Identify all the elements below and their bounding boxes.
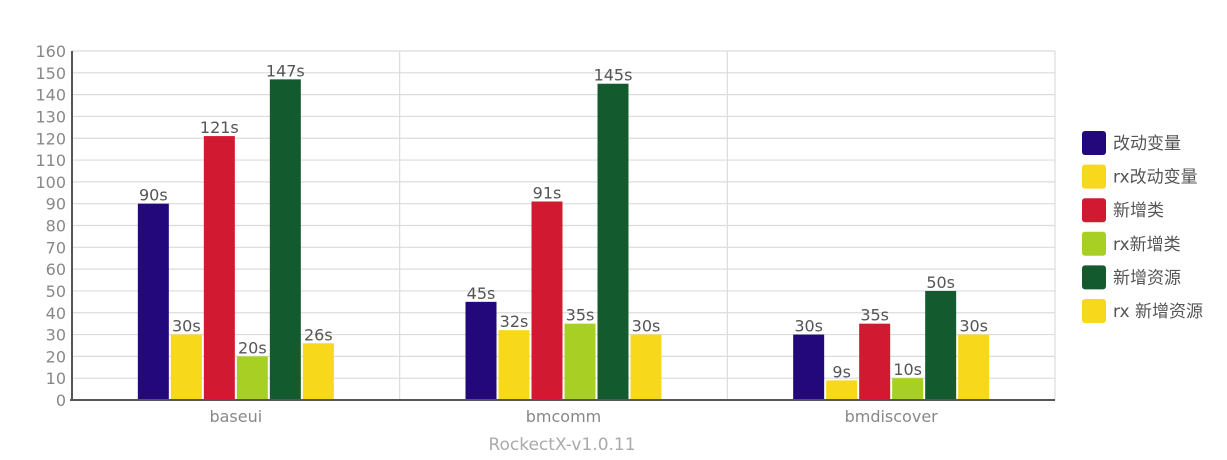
data-label: 30s — [794, 317, 823, 336]
legend-swatch — [1082, 299, 1106, 323]
legend-label: rx改动变量 — [1113, 168, 1198, 188]
bar — [531, 201, 563, 400]
y-tick-label: 90 — [46, 195, 66, 214]
data-label: 32s — [500, 312, 529, 331]
legend-item[interactable]: rx改动变量 — [1082, 164, 1198, 189]
legend-item[interactable]: rx 新增资源 — [1082, 299, 1203, 323]
data-label: 91s — [533, 184, 562, 203]
y-tick-label: 100 — [35, 173, 66, 192]
x-tick-label: bmcomm — [526, 407, 602, 426]
y-tick-label: 160 — [35, 42, 66, 61]
x-tick-label: baseui — [209, 407, 262, 426]
bar — [958, 334, 990, 400]
bar — [597, 83, 629, 400]
y-tick-label: 120 — [35, 129, 66, 148]
data-label: 26s — [304, 325, 333, 344]
bar — [826, 380, 858, 400]
data-label: 10s — [893, 360, 922, 379]
legend-item[interactable]: 改动变量 — [1082, 131, 1181, 155]
y-tick-label: 140 — [35, 86, 66, 105]
data-label: 121s — [200, 118, 239, 137]
bar — [170, 334, 202, 400]
data-label: 145s — [594, 66, 633, 85]
data-label: 90s — [139, 186, 168, 205]
bar — [137, 203, 169, 400]
x-tick-label: bmdiscover — [845, 407, 939, 426]
bar — [564, 323, 596, 400]
data-label: 147s — [266, 61, 305, 80]
data-label: 30s — [959, 317, 988, 336]
legend-label: 新增类 — [1113, 201, 1164, 221]
legend-item[interactable]: 新增资源 — [1082, 265, 1181, 290]
grid — [72, 50, 1056, 400]
y-tick-label: 110 — [35, 151, 66, 170]
bars — [137, 79, 990, 400]
bar — [793, 334, 825, 400]
legend-swatch — [1082, 164, 1106, 189]
data-label: 30s — [172, 317, 201, 336]
legend-swatch — [1082, 131, 1106, 155]
y-tick-label: 10 — [46, 369, 66, 388]
y-tick-label: 20 — [46, 347, 66, 366]
bar — [498, 330, 530, 400]
x-axis-title: RockectX-v1.0.11 — [488, 435, 635, 455]
data-label: 20s — [238, 338, 267, 357]
bar — [269, 79, 301, 400]
data-label: 50s — [926, 273, 955, 292]
data-label: 9s — [832, 362, 851, 381]
axes: 0 10 20 30 40 50 60 70 80 90 100 110 120 130 140 150 160… — [35, 42, 1055, 426]
y-tick-label: 50 — [46, 282, 66, 301]
bar — [892, 378, 924, 400]
bar — [630, 334, 662, 400]
y-tick-label: 30 — [46, 326, 66, 345]
legend-item[interactable]: rx新增类 — [1082, 231, 1181, 256]
legend-swatch — [1082, 231, 1106, 256]
legend-label: rx新增类 — [1113, 235, 1181, 255]
y-tick-label: 70 — [46, 238, 66, 257]
y-tick-label: 60 — [46, 260, 66, 279]
legend-label: rx 新增资源 — [1113, 302, 1203, 322]
legend-label: 新增资源 — [1113, 268, 1181, 288]
data-label: 35s — [566, 306, 595, 325]
y-tick-label: 0 — [56, 391, 66, 410]
bar — [236, 356, 268, 400]
bar — [302, 343, 334, 400]
bar — [925, 290, 957, 400]
y-tick-label: 130 — [35, 107, 66, 126]
legend-swatch — [1082, 198, 1106, 223]
data-label: 30s — [632, 317, 661, 336]
legend-swatch — [1082, 265, 1106, 290]
bar — [465, 301, 497, 400]
y-tick-label: 150 — [35, 64, 66, 83]
y-tick-label: 40 — [46, 304, 66, 323]
data-label: 35s — [860, 306, 889, 325]
bar — [859, 323, 891, 400]
legend-label: 改动变量 — [1113, 134, 1181, 154]
y-tick-label: 80 — [46, 217, 66, 236]
legend-item[interactable]: 新增类 — [1082, 198, 1164, 223]
data-label: 45s — [467, 284, 496, 303]
bar — [203, 136, 235, 400]
